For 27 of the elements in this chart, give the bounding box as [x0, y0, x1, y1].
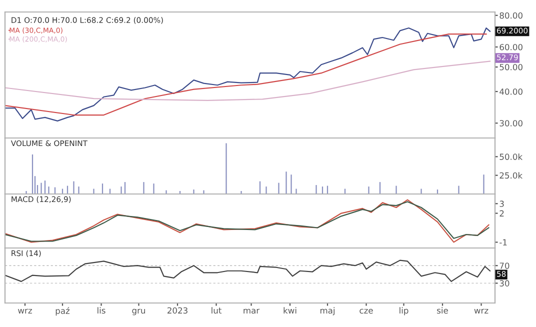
x-tick-label: lis: [98, 307, 106, 314]
y-tick-label: 30.00: [500, 120, 522, 126]
x-tick-label: wrz: [18, 308, 32, 314]
x-tick-label: sie: [437, 307, 448, 314]
x-tick-label: gru: [132, 308, 145, 316]
y-tick-label: 50.0k: [500, 154, 523, 160]
x-tick-label: lut: [212, 307, 222, 314]
x-tick-label: paź: [56, 307, 70, 316]
y-tick-label: 80.00: [500, 12, 522, 19]
line-series: [5, 60, 491, 101]
x-tick-label: maj: [320, 307, 334, 316]
y-tick-label: 50.00: [500, 64, 522, 70]
x-tick-label: 2023: [168, 307, 188, 314]
x-tick-label: kwi: [284, 307, 296, 314]
y-tick-label: -1: [500, 239, 507, 246]
y-tick-label: 2: [500, 210, 504, 216]
y-tick-label: 70: [500, 262, 510, 269]
y-tick-label: 60.00: [500, 44, 522, 50]
x-tick-label: mar: [244, 308, 260, 314]
y-tick-label: 30: [500, 280, 510, 286]
y-tick-label: 40.00: [500, 88, 522, 95]
line-series: [5, 260, 491, 282]
y-tick-label: 3: [500, 200, 504, 207]
y-tick-label: 25.0k: [500, 172, 523, 179]
x-tick-label: wrz: [474, 308, 488, 314]
x-tick-label: cze: [360, 308, 373, 314]
x-tick-label: lip: [400, 307, 408, 316]
